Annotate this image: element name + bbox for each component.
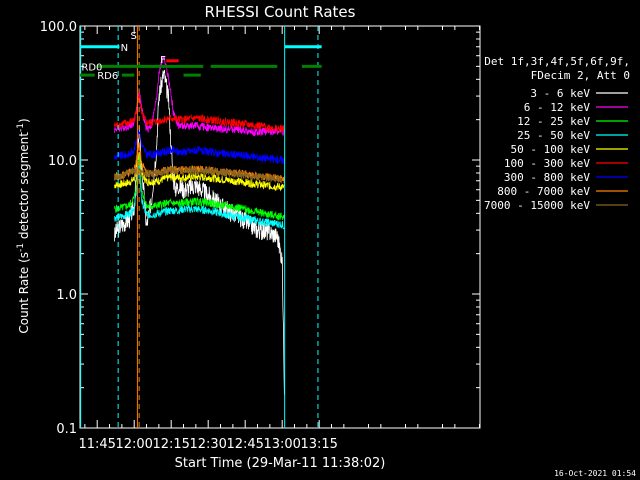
x-tick-label: 12:30 [189,437,226,452]
plot-area [114,56,285,395]
series-line [114,156,285,221]
x-tick-label: 11:45 [78,437,115,452]
series-line [114,127,285,164]
y-axis-label-main: Count Rate (s [17,252,31,334]
series-line [114,164,285,230]
legend-label: 12 - 25 keV [517,115,590,128]
x-tick-label: 12:15 [152,437,189,452]
series-line [114,165,283,184]
x-axis: 11:45 12:00 12:15 12:30 12:45 13:00 13:15 [78,26,481,452]
y-tick-label: 0.1 [56,422,77,437]
legend-label: 800 - 7000 keV [497,185,590,198]
series-line [114,93,285,133]
legend-label: 7000 - 15000 keV [484,199,590,212]
x-axis-label: Start Time (29-Mar-11 11:38:02) [175,456,386,471]
state-label: S [130,31,136,42]
series-line [114,151,285,192]
y-tick-label: 100.0 [40,20,77,35]
legend-label: 100 - 300 keV [504,157,590,170]
state-label: RD6 [97,71,118,82]
legend-label: 6 - 12 keV [524,101,591,114]
x-tick-label: 12:00 [115,437,152,452]
x-tick-label: 13:00 [263,437,300,452]
y-axis-label-sup2: -1 [16,123,26,132]
legend-label: 50 - 100 keV [511,143,591,156]
state-label: N [121,43,128,54]
y-axis-label-sup: -1 [16,243,26,252]
x-tick-label: 13:15 [300,437,337,452]
timestamp: 16-Oct-2021 01:54 [554,469,636,478]
y-axis-label-end: ) [17,118,31,123]
series-line [114,69,285,395]
plot-frame [79,25,481,429]
legend-header-line-1: Det 1f,3f,4f,5f,6f,9f, [484,55,630,68]
state-label: F [160,55,166,66]
x-tick-label: 12:45 [226,437,263,452]
y-axis-label: Count Rate (s-1 detector segment-1) [16,118,31,333]
legend: Det 1f,3f,4f,5f,6f,9f, FDecim 2, Att 0 3… [484,55,630,212]
legend-label: 25 - 50 keV [517,129,590,142]
y-tick-label: 1.0 [56,288,77,303]
legend-label: 3 - 6 keV [530,87,590,100]
legend-header-line-2: FDecim 2, Att 0 [531,69,630,82]
y-axis: 0.1 1.0 10.0 100.0 [40,20,480,437]
legend-label: 300 - 800 keV [504,171,590,184]
y-tick-label: 10.0 [48,154,77,169]
chart-title: RHESSI Count Rates [205,3,356,21]
state-label: RD0 [81,62,102,73]
y-axis-label-rest: detector segment [17,132,31,243]
